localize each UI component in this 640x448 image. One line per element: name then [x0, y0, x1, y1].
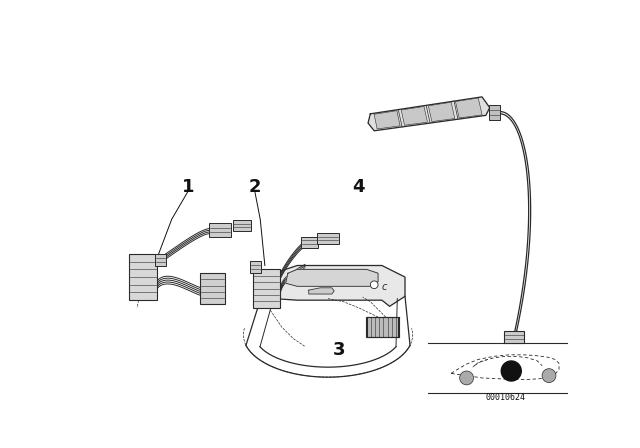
- Text: 2: 2: [248, 178, 261, 196]
- Bar: [317, 233, 339, 244]
- Bar: [253, 269, 280, 308]
- Bar: [209, 223, 231, 237]
- Polygon shape: [374, 111, 400, 129]
- Bar: [232, 220, 251, 231]
- Polygon shape: [285, 269, 378, 286]
- Polygon shape: [456, 98, 482, 118]
- Bar: [250, 261, 261, 273]
- Polygon shape: [368, 97, 490, 131]
- Circle shape: [371, 281, 378, 289]
- Polygon shape: [262, 266, 405, 306]
- Circle shape: [542, 369, 556, 383]
- Text: 4: 4: [353, 178, 365, 196]
- Text: 1: 1: [182, 178, 194, 196]
- Text: 3: 3: [333, 341, 346, 359]
- Bar: [504, 331, 524, 343]
- Text: 00010624: 00010624: [485, 393, 525, 402]
- Circle shape: [501, 361, 521, 381]
- Bar: [129, 254, 157, 300]
- Polygon shape: [308, 288, 334, 294]
- Bar: [489, 104, 500, 120]
- Polygon shape: [428, 102, 455, 121]
- Bar: [155, 254, 166, 266]
- Bar: [301, 237, 318, 248]
- Circle shape: [460, 371, 474, 385]
- Bar: [200, 273, 225, 304]
- Text: c: c: [381, 282, 387, 292]
- Bar: [365, 317, 398, 337]
- Polygon shape: [401, 107, 428, 125]
